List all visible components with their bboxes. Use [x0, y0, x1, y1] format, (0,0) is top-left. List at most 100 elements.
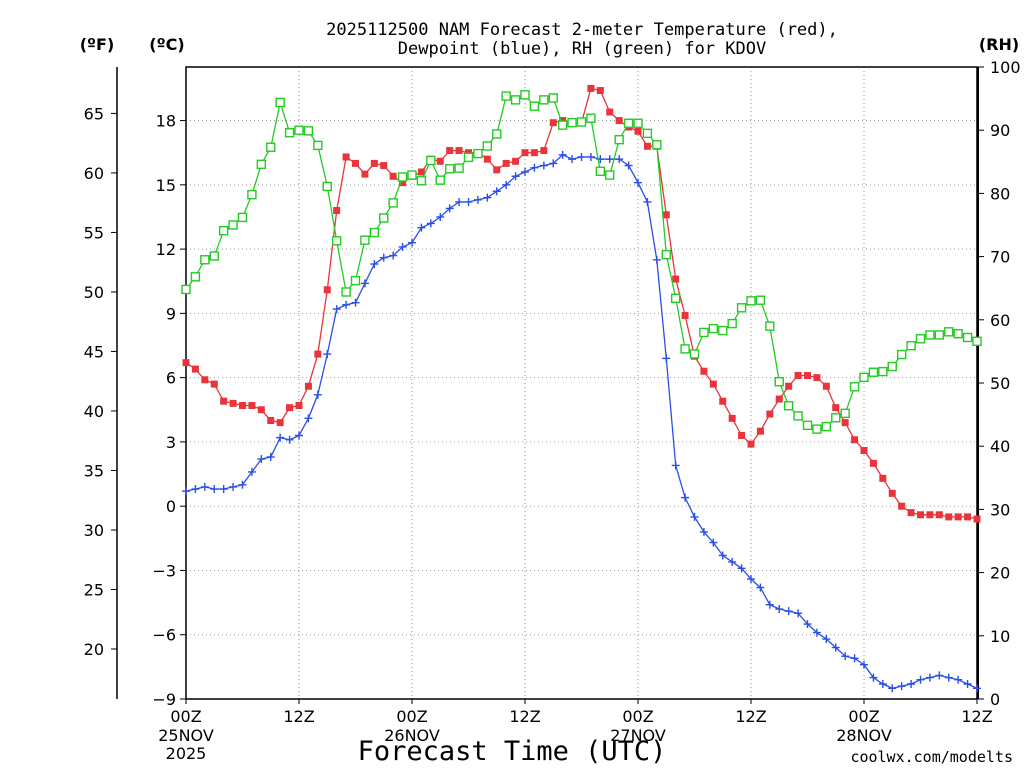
- temperature-point: [954, 513, 962, 521]
- dewpoint-point: [615, 155, 624, 164]
- rh-point: [661, 250, 671, 260]
- rh-tick-label: 50: [990, 374, 1010, 393]
- dewpoint-point: [530, 163, 539, 172]
- rh-tick-label: 40: [990, 437, 1010, 456]
- temperature-point: [719, 397, 727, 405]
- dewpoint-line: [185, 154, 978, 689]
- dewpoint-point: [634, 178, 642, 187]
- dewpoint-point: [756, 583, 765, 592]
- rh-point: [765, 321, 775, 331]
- rh-point: [275, 97, 285, 108]
- rh-point: [944, 327, 954, 337]
- temperature-point: [643, 142, 651, 150]
- temperature-point: [220, 397, 228, 405]
- temperature-point: [257, 406, 265, 414]
- rh-tick-label: 100: [990, 58, 1021, 77]
- rh-point: [379, 213, 389, 223]
- rh-point: [906, 341, 916, 351]
- rh-point: [934, 330, 945, 340]
- rh-point: [972, 336, 982, 346]
- temperature-point: [813, 374, 821, 382]
- temperature-point: [361, 170, 369, 178]
- dewpoint-point: [568, 155, 577, 164]
- rh-point: [388, 198, 398, 208]
- unit-label-fahrenheit: (ºF): [80, 35, 115, 54]
- x-tick-label: 00Z: [396, 707, 427, 726]
- temperature-point: [389, 172, 397, 180]
- rh-point: [510, 95, 521, 105]
- temperature-point: [672, 275, 680, 283]
- temperature-point: [455, 147, 463, 155]
- rh-point: [482, 141, 493, 151]
- dewpoint-point: [605, 155, 614, 164]
- temperature-point: [964, 513, 972, 521]
- temperature-point: [276, 419, 284, 427]
- dewpoint-point: [549, 159, 558, 168]
- dewpoint-point: [784, 607, 793, 616]
- rh-point: [915, 334, 926, 344]
- credit-link[interactable]: coolwx.com/modelts: [850, 748, 1013, 766]
- temperature-point: [540, 147, 548, 155]
- rh-point: [962, 332, 973, 343]
- x-axis-label: Forecast Time (UTC): [358, 736, 667, 767]
- dewpoint-point: [907, 680, 916, 689]
- temperature-point: [210, 380, 218, 388]
- rh-point: [699, 327, 709, 338]
- temperature-point: [229, 399, 237, 407]
- dewpoint-point: [718, 551, 727, 560]
- dewpoint-point: [276, 433, 285, 442]
- rh-tick-label: 30: [990, 500, 1010, 519]
- temperature-point: [549, 119, 557, 127]
- rh-line: [185, 93, 978, 430]
- x-tick-label: 00Z: [622, 707, 653, 726]
- rh-point: [454, 163, 464, 173]
- chart-axes: [116, 66, 979, 700]
- dewpoint-point: [558, 150, 567, 159]
- temperature-point: [785, 382, 793, 390]
- rh-point: [727, 318, 737, 329]
- rh-point: [284, 128, 295, 138]
- dewpoint-point: [954, 675, 963, 684]
- temperature-point: [446, 147, 454, 155]
- rh-point: [539, 95, 549, 105]
- temperature-point: [286, 404, 294, 412]
- dewpoint-point: [455, 197, 464, 206]
- rh-point: [614, 134, 624, 145]
- temperature-point: [399, 179, 407, 187]
- temperature-point: [898, 502, 906, 510]
- rh-point: [322, 181, 332, 192]
- dewpoint-point: [351, 298, 360, 307]
- rh-point: [783, 401, 794, 411]
- celsius-tick-label: 6: [166, 369, 176, 388]
- rh-point: [736, 303, 747, 313]
- rh-point: [849, 382, 860, 392]
- temperature-point: [370, 159, 378, 167]
- rh-point: [896, 349, 907, 360]
- dewpoint-point: [850, 654, 859, 663]
- rh-point: [802, 420, 813, 431]
- dewpoint-point: [803, 620, 812, 629]
- rh-tick-label: 20: [990, 564, 1010, 583]
- rh-point: [463, 152, 474, 163]
- dewpoint-point: [643, 197, 652, 206]
- dewpoint-point: [332, 305, 341, 314]
- temperature-point: [860, 446, 868, 454]
- temperature-point: [945, 513, 953, 521]
- rh-point: [416, 176, 427, 186]
- fahrenheit-tick-label: 25: [84, 581, 104, 600]
- dewpoint-point: [304, 414, 313, 423]
- temperature-point: [333, 207, 341, 215]
- celsius-tick-label: 15: [156, 176, 176, 195]
- rh-point: [576, 117, 587, 127]
- unit-label-rh: (RH): [979, 35, 1019, 54]
- temperature-point: [323, 286, 331, 294]
- rh-point: [360, 235, 370, 245]
- dewpoint-point: [775, 605, 784, 614]
- temperature-point: [483, 155, 491, 163]
- dewpoint-point: [812, 628, 821, 637]
- dewpoint-point: [869, 673, 878, 682]
- rh-point: [407, 170, 417, 180]
- dewpoint-point: [747, 575, 755, 584]
- celsius-tick-label: 18: [156, 112, 176, 131]
